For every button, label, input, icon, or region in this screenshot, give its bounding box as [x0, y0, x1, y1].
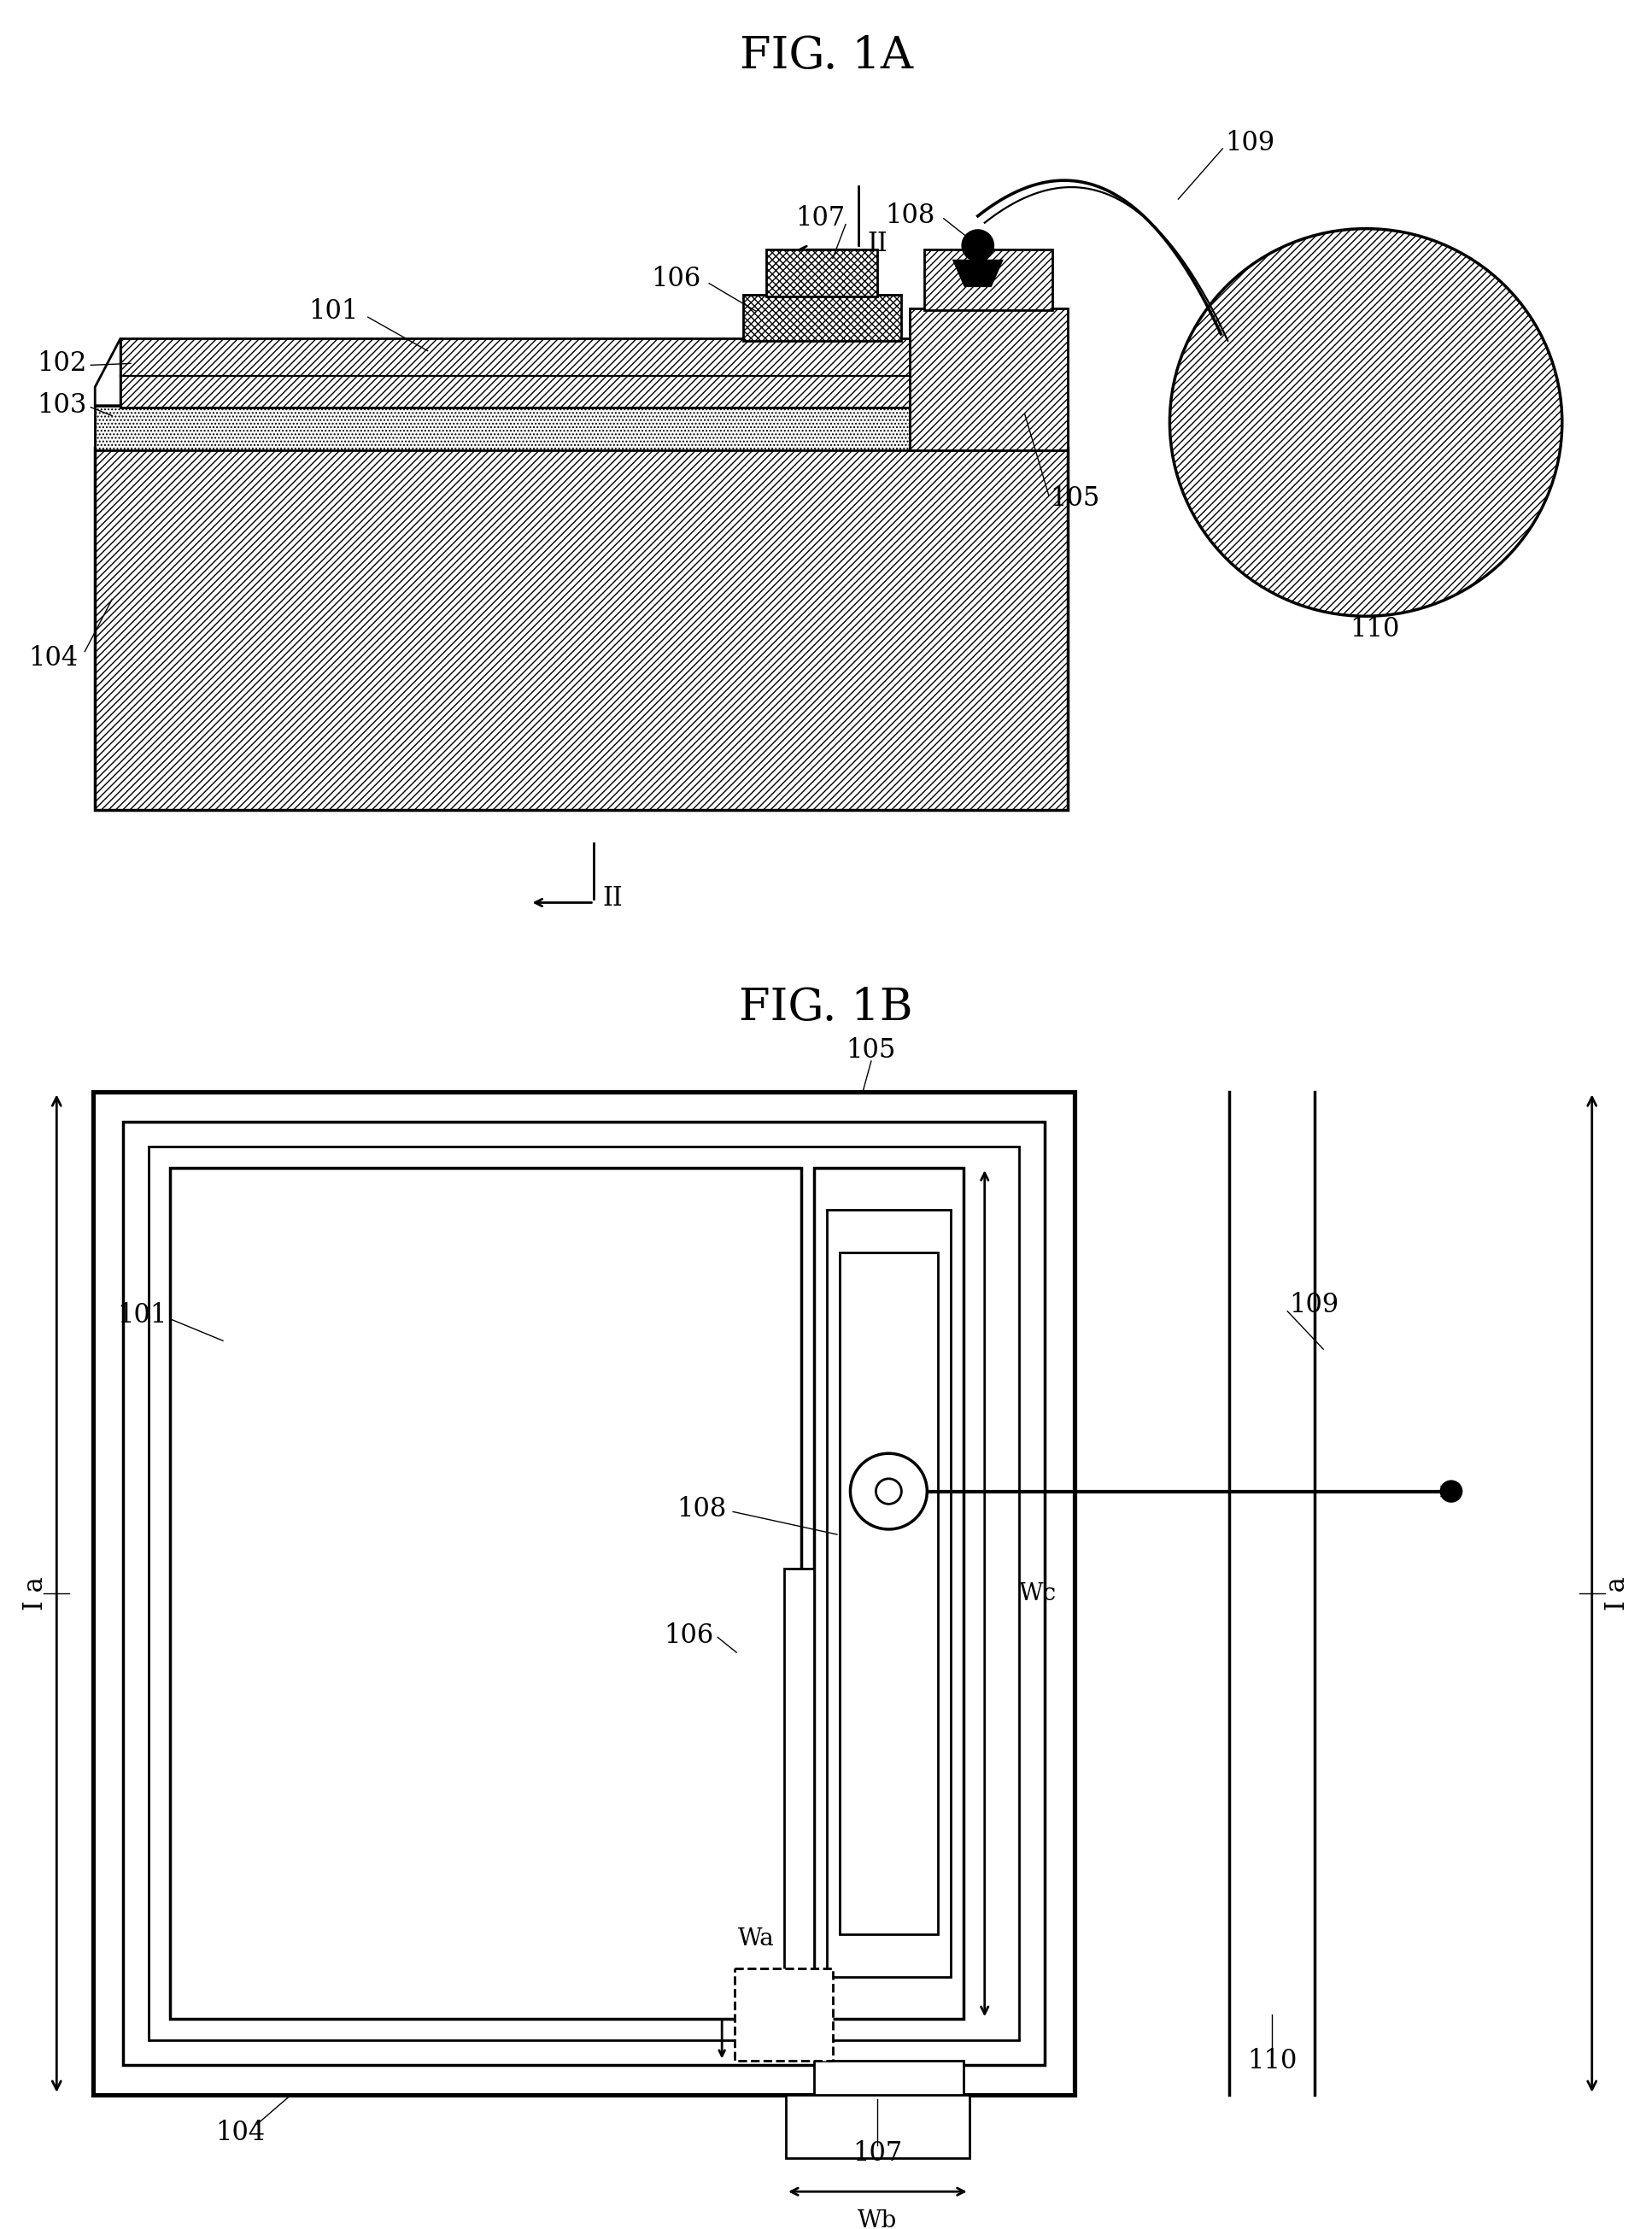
Bar — [96, 448, 1067, 809]
Text: 106: 106 — [664, 1623, 714, 1649]
Bar — [910, 308, 1067, 450]
Text: 107: 107 — [852, 2140, 902, 2167]
Text: Wc: Wc — [1019, 1583, 1057, 1605]
Text: 109: 109 — [1289, 1293, 1338, 1320]
Circle shape — [963, 230, 993, 261]
Text: 105: 105 — [1051, 486, 1100, 510]
Text: II: II — [603, 885, 623, 912]
Polygon shape — [96, 339, 121, 406]
Text: Wa: Wa — [738, 1928, 775, 1950]
Text: Wb: Wb — [857, 2209, 897, 2229]
Circle shape — [876, 1478, 902, 1505]
Text: 102: 102 — [36, 350, 86, 377]
Text: 106: 106 — [651, 265, 700, 292]
Circle shape — [1441, 1482, 1462, 1502]
Bar — [124, 1121, 1044, 2066]
Text: 110: 110 — [1350, 615, 1399, 642]
Bar — [814, 2062, 963, 2129]
Text: 109: 109 — [1226, 129, 1275, 156]
Text: 105: 105 — [846, 1036, 895, 1063]
Bar — [96, 406, 1067, 450]
Bar — [93, 1092, 1074, 2095]
Bar — [170, 1168, 801, 2019]
Text: I a: I a — [1604, 1576, 1631, 1609]
Text: 104: 104 — [28, 644, 78, 671]
Bar — [814, 1168, 963, 2019]
Text: 108: 108 — [676, 1496, 727, 1522]
Bar — [828, 1210, 950, 1977]
Bar — [786, 2095, 970, 2158]
Bar — [121, 339, 940, 408]
Text: 110: 110 — [1247, 2048, 1297, 2075]
Bar — [767, 250, 877, 296]
Polygon shape — [953, 261, 1001, 285]
Bar — [743, 294, 900, 341]
Text: 104: 104 — [215, 2120, 264, 2147]
Text: II: II — [867, 230, 887, 256]
Bar — [923, 250, 1052, 310]
Bar — [923, 250, 1052, 310]
Bar — [839, 1253, 938, 1935]
Text: 101: 101 — [117, 1302, 167, 1328]
Text: I a: I a — [21, 1576, 48, 1609]
Text: FIG. 1B: FIG. 1B — [738, 985, 914, 1030]
Circle shape — [1170, 230, 1563, 615]
Text: 103: 103 — [36, 392, 86, 419]
Bar — [121, 339, 940, 408]
Bar — [743, 294, 900, 341]
Bar — [96, 406, 1067, 450]
Bar — [785, 1569, 814, 1990]
Text: 101: 101 — [309, 299, 358, 325]
Bar — [149, 1148, 1019, 2040]
Text: 108: 108 — [885, 203, 935, 230]
Bar — [767, 250, 877, 296]
Bar — [96, 448, 1067, 809]
Circle shape — [851, 1453, 927, 1529]
Text: FIG. 1A: FIG. 1A — [740, 33, 912, 78]
Text: 107: 107 — [795, 205, 844, 232]
Bar — [735, 1968, 833, 2062]
Bar — [910, 308, 1067, 450]
